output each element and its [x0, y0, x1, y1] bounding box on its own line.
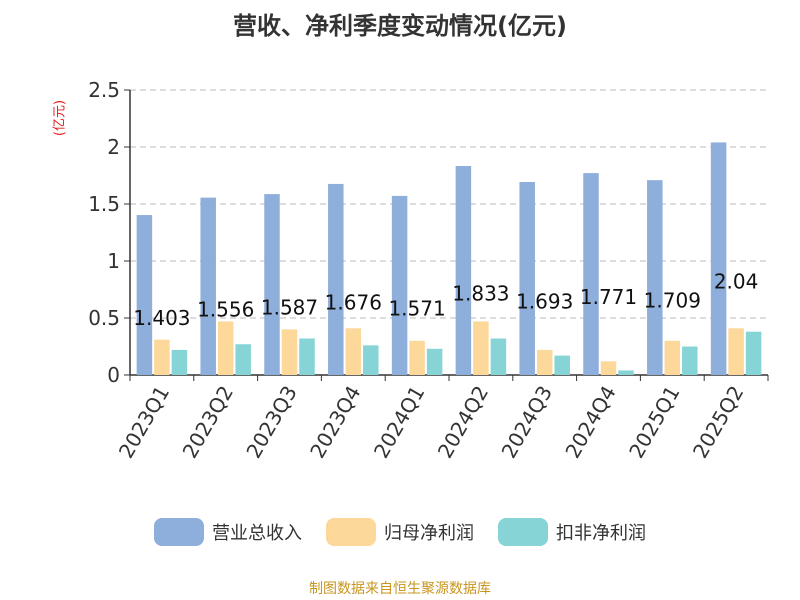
bar-3	[490, 338, 507, 375]
bar-3	[171, 349, 188, 375]
x-tick-label: 2023Q3	[241, 382, 301, 463]
data-label: 1.676	[325, 290, 382, 314]
data-label: 1.571	[388, 296, 445, 320]
bar-2	[281, 329, 298, 375]
x-tick-label: 2025Q2	[688, 382, 748, 463]
y-tick-label: 0.5	[88, 306, 120, 330]
bar-2	[409, 340, 425, 375]
bar-3	[363, 345, 379, 375]
legend-item[interactable]: 营业总收入	[154, 518, 302, 546]
x-tick-label: 2024Q2	[433, 382, 493, 463]
legend-label: 营业总收入	[212, 523, 302, 544]
bar-1	[264, 194, 280, 375]
bar-1	[583, 173, 599, 375]
x-tick-label: 2025Q1	[624, 382, 684, 463]
y-tick-label: 2	[107, 135, 120, 159]
x-tick-label: 2023Q2	[178, 382, 238, 463]
legend-swatch	[154, 518, 204, 546]
chart-title: 营收、净利季度变动情况(亿元)	[233, 12, 567, 40]
bar-3	[426, 348, 443, 375]
x-tick-label: 2023Q1	[114, 382, 174, 463]
data-label: 1.771	[580, 285, 637, 309]
bar-2	[664, 340, 681, 375]
legend-item[interactable]: 扣非净利润	[498, 518, 646, 546]
y-tick-label: 1	[107, 249, 120, 273]
legend-label: 扣非净利润	[556, 523, 646, 544]
bar-3	[682, 346, 698, 375]
bar-2	[536, 349, 553, 375]
data-label: 1.403	[133, 306, 190, 330]
bar-2	[728, 328, 744, 375]
bar-1	[455, 166, 472, 375]
bar-1	[710, 142, 727, 375]
data-label: 1.709	[644, 289, 701, 313]
bar-2	[154, 339, 170, 375]
bar-2	[600, 361, 617, 375]
chart-legend: 营业总收入 归母净利润 扣非净利润	[0, 518, 800, 546]
data-source: 制图数据来自恒生聚源数据库	[309, 581, 491, 597]
legend-label: 归母净利润	[384, 523, 474, 544]
bar-3	[235, 344, 251, 375]
legend-swatch	[326, 518, 376, 546]
y-tick-label: 2.5	[88, 78, 120, 102]
data-label: 1.693	[516, 289, 573, 313]
x-tick-label: 2024Q3	[497, 382, 557, 463]
bar-1	[519, 181, 535, 375]
bar-3	[618, 370, 634, 375]
x-tick-label: 2024Q4	[560, 382, 620, 463]
data-label: 1.833	[452, 282, 509, 306]
data-label: 1.556	[197, 297, 254, 321]
bar-1	[647, 180, 663, 375]
bar-1	[328, 183, 344, 375]
data-label: 1.587	[261, 296, 318, 320]
bar-1	[391, 195, 408, 375]
bar-3	[554, 355, 570, 375]
legend-item[interactable]: 归母净利润	[326, 518, 474, 546]
bar-1	[136, 215, 153, 375]
x-tick-label: 2023Q4	[305, 382, 365, 463]
bar-3	[745, 331, 762, 375]
bar-2	[473, 321, 489, 375]
bar-1	[200, 197, 216, 375]
bar-2	[217, 321, 234, 375]
x-tick-label: 2024Q1	[369, 382, 429, 463]
y-tick-label: 1.5	[88, 192, 120, 216]
data-label: 2.04	[714, 270, 759, 294]
y-tick-label: 0	[107, 363, 120, 387]
bar-2	[345, 328, 362, 375]
legend-swatch	[498, 518, 548, 546]
bar-3	[299, 338, 315, 375]
